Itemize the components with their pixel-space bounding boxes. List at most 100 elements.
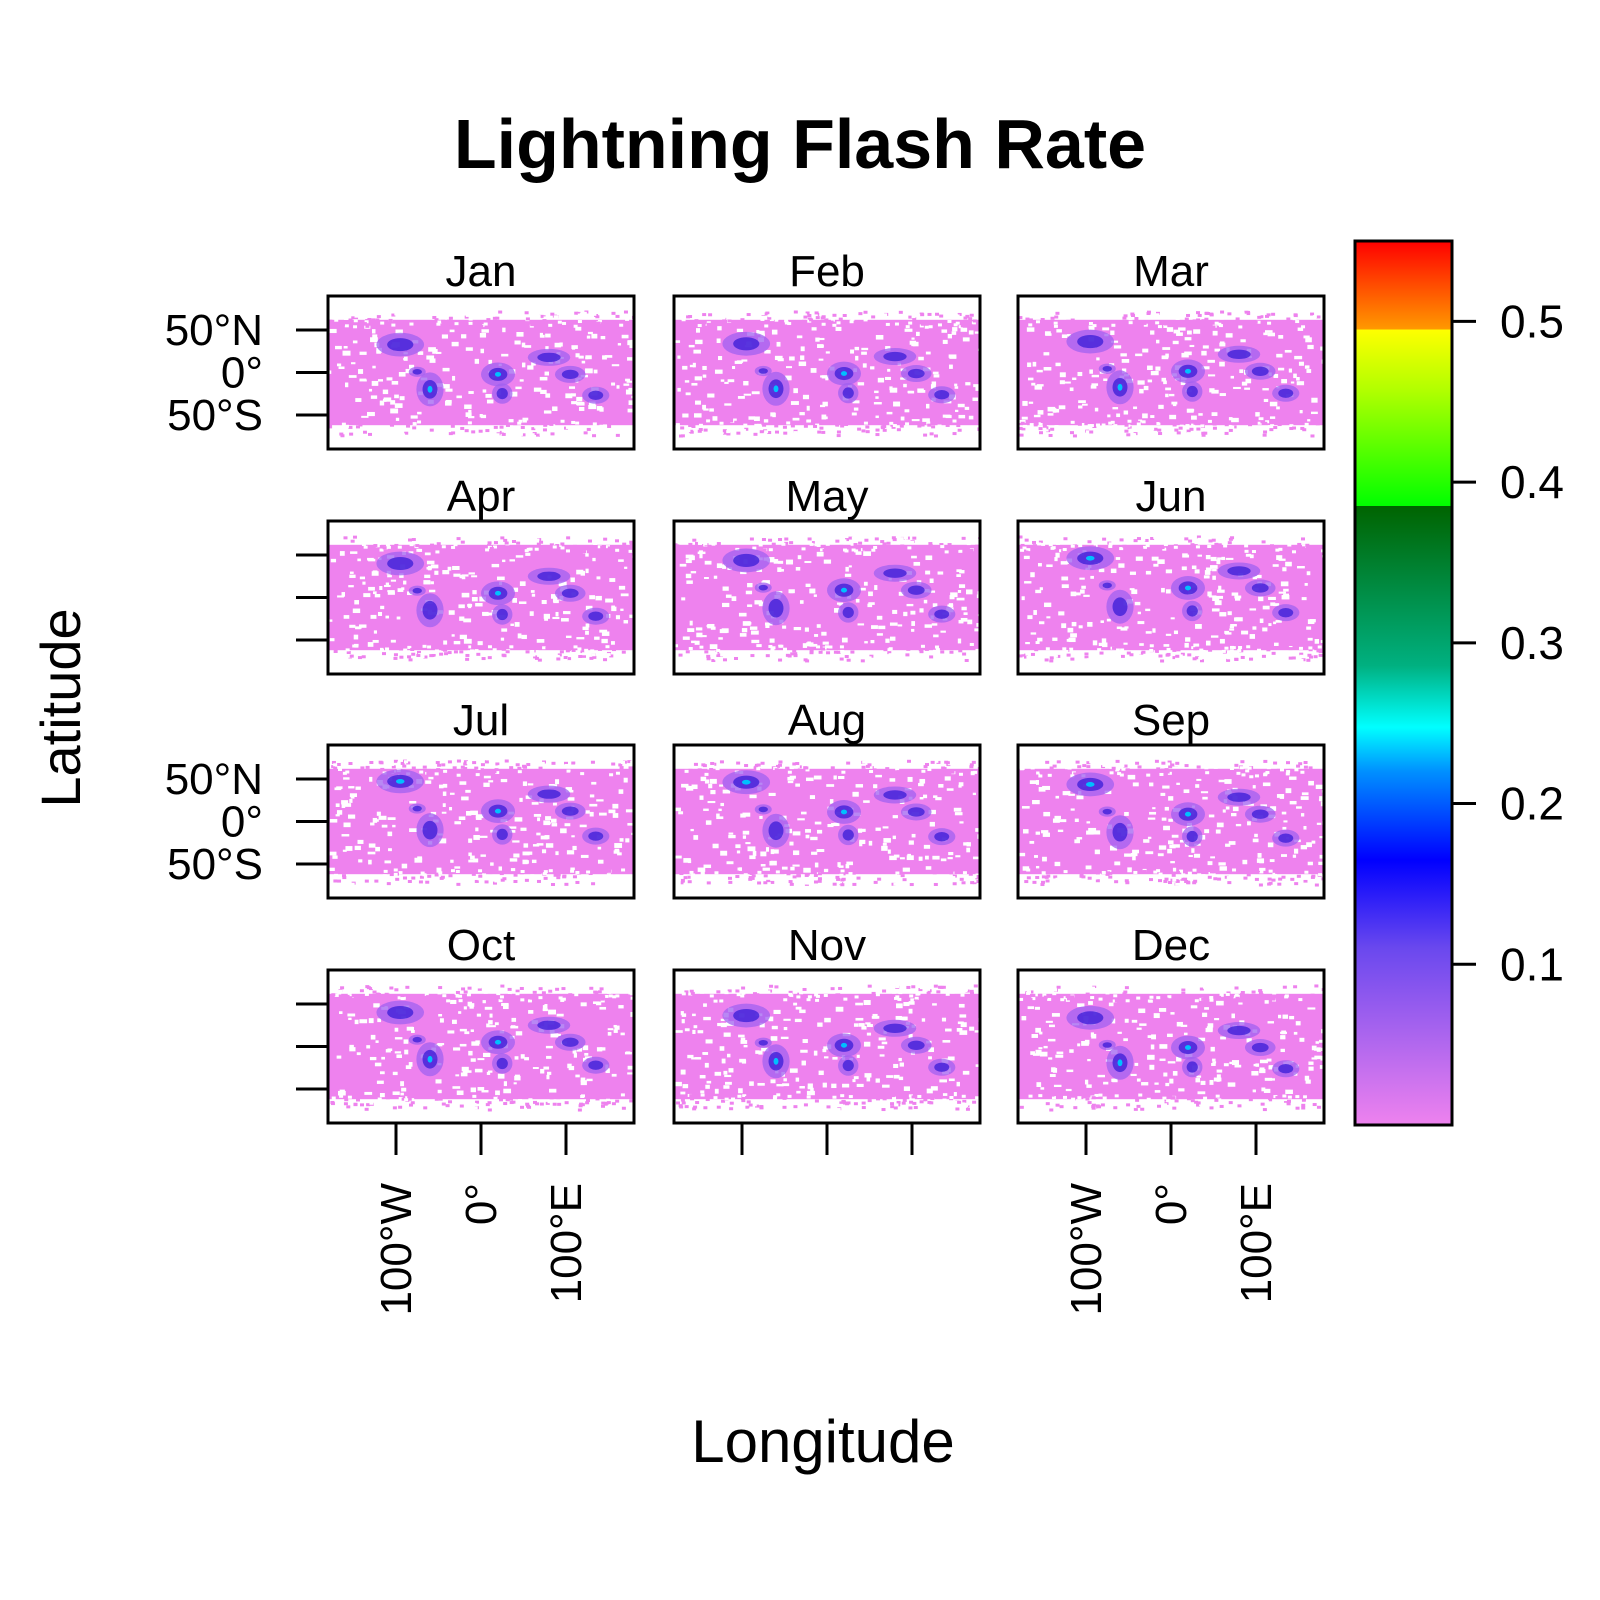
activity-core bbox=[1102, 365, 1112, 372]
panel-field bbox=[1018, 310, 1324, 438]
field-gap bbox=[335, 814, 340, 817]
field-gap bbox=[513, 1082, 517, 1085]
field-speckle bbox=[916, 992, 921, 996]
field-speckle bbox=[1133, 428, 1138, 432]
field-gap bbox=[949, 595, 955, 600]
field-gap bbox=[1172, 867, 1177, 872]
field-gap bbox=[886, 411, 893, 415]
field-gap bbox=[604, 355, 613, 358]
field-speckle bbox=[1224, 423, 1229, 427]
field-speckle bbox=[1277, 540, 1282, 544]
field-speckle bbox=[446, 999, 451, 1003]
field-speckle bbox=[927, 768, 932, 772]
field-speckle bbox=[620, 761, 625, 765]
field-speckle bbox=[937, 424, 942, 428]
field-speckle bbox=[869, 654, 874, 658]
field-speckle bbox=[499, 872, 504, 876]
field-gap bbox=[1202, 796, 1208, 800]
field-gap bbox=[1072, 377, 1077, 381]
activity-core bbox=[1186, 830, 1198, 843]
field-gap bbox=[702, 365, 707, 370]
field-gap bbox=[935, 797, 942, 801]
field-speckle bbox=[552, 545, 557, 549]
field-gap bbox=[1068, 637, 1076, 643]
field-speckle bbox=[400, 997, 405, 1001]
field-gap bbox=[780, 1036, 789, 1040]
field-speckle bbox=[592, 655, 597, 659]
field-gap bbox=[475, 827, 479, 832]
field-speckle bbox=[1298, 762, 1303, 766]
field-speckle bbox=[495, 316, 500, 320]
field-speckle bbox=[1207, 419, 1212, 423]
field-gap bbox=[374, 819, 379, 822]
field-speckle bbox=[572, 875, 577, 879]
field-gap bbox=[430, 581, 434, 585]
field-gap bbox=[702, 404, 707, 410]
field-gap bbox=[903, 383, 907, 388]
field-speckle bbox=[363, 545, 368, 549]
field-speckle bbox=[1049, 656, 1054, 660]
field-gap bbox=[550, 594, 558, 599]
field-speckle bbox=[1112, 646, 1117, 650]
field-gap bbox=[558, 581, 567, 587]
field-speckle bbox=[542, 319, 547, 323]
field-speckle bbox=[836, 430, 841, 434]
field-speckle bbox=[569, 539, 574, 543]
activity-peak bbox=[494, 808, 502, 814]
field-speckle bbox=[947, 543, 952, 547]
field-gap bbox=[513, 853, 520, 858]
field-speckle bbox=[502, 877, 507, 881]
field-speckle bbox=[1294, 882, 1299, 886]
field-speckle bbox=[1137, 765, 1142, 769]
field-gap bbox=[354, 845, 361, 851]
field-gap bbox=[954, 383, 958, 387]
field-gap bbox=[1183, 789, 1190, 794]
field-speckle bbox=[726, 432, 731, 436]
field-speckle bbox=[1132, 433, 1137, 437]
field-gap bbox=[1098, 642, 1106, 646]
field-gap bbox=[1301, 792, 1309, 796]
field-speckle bbox=[706, 321, 711, 325]
field-speckle bbox=[1109, 771, 1114, 775]
field-speckle bbox=[961, 434, 966, 438]
field-gap bbox=[1165, 393, 1169, 398]
field-gap bbox=[1210, 565, 1218, 569]
field-speckle bbox=[971, 321, 976, 325]
field-gap bbox=[716, 338, 721, 344]
field-speckle bbox=[935, 312, 940, 316]
field-speckle bbox=[1042, 424, 1047, 428]
field-gap bbox=[390, 408, 399, 414]
field-speckle bbox=[896, 770, 901, 774]
field-speckle bbox=[814, 1099, 819, 1103]
field-speckle bbox=[967, 1105, 972, 1109]
field-gap bbox=[745, 842, 751, 845]
field-gap bbox=[876, 633, 883, 636]
field-speckle bbox=[525, 317, 530, 321]
field-gap bbox=[768, 1016, 774, 1022]
field-speckle bbox=[936, 760, 941, 764]
field-speckle bbox=[578, 430, 583, 434]
field-speckle bbox=[1153, 870, 1158, 874]
field-gap bbox=[1149, 811, 1157, 815]
field-speckle bbox=[714, 773, 719, 777]
field-speckle bbox=[536, 772, 541, 776]
field-speckle bbox=[899, 537, 904, 541]
field-speckle bbox=[400, 761, 405, 765]
field-speckle bbox=[1021, 646, 1026, 650]
field-speckle bbox=[1167, 539, 1172, 543]
field-gap bbox=[585, 355, 592, 360]
field-gap bbox=[350, 794, 355, 799]
field-speckle bbox=[469, 649, 474, 653]
field-speckle bbox=[1084, 655, 1089, 659]
field-speckle bbox=[512, 540, 517, 544]
field-speckle bbox=[875, 428, 880, 432]
field-speckle bbox=[841, 325, 846, 329]
field-speckle bbox=[759, 1105, 764, 1109]
field-gap bbox=[1234, 595, 1242, 599]
field-gap bbox=[923, 844, 931, 849]
field-speckle bbox=[886, 648, 891, 652]
field-speckle bbox=[961, 881, 966, 885]
field-gap bbox=[575, 326, 582, 331]
field-speckle bbox=[890, 423, 895, 427]
field-gap bbox=[355, 786, 361, 790]
